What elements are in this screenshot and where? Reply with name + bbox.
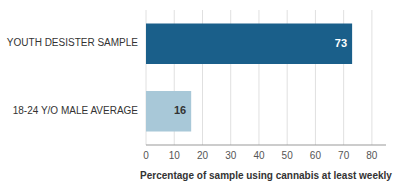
data-label: 73 [335, 37, 347, 49]
grid-line [371, 10, 372, 145]
data-label: 16 [174, 104, 186, 116]
tick-label: 30 [225, 150, 237, 161]
category-label: 18-24 Y/O MALE AVERAGE [13, 105, 139, 116]
tick-label: 70 [338, 150, 350, 161]
tick-label: 10 [169, 150, 181, 161]
x-axis-label: Percentage of sample using cannabis at l… [140, 170, 392, 181]
tick-label: 20 [197, 150, 209, 161]
bar [146, 24, 352, 65]
x-axis-line [146, 145, 386, 146]
tick-label: 0 [143, 150, 149, 161]
bar [146, 91, 191, 132]
tick-label: 50 [282, 150, 294, 161]
chart: 18-24 Y/O MALE AVERAGE YOUTH DESISTER SAM… [0, 0, 400, 187]
bars [146, 24, 352, 132]
tick-label: 80 [366, 150, 378, 161]
tick-label: 40 [253, 150, 265, 161]
category-label: YOUTH DESISTER SAMPLE [7, 37, 138, 48]
tick-label: 60 [310, 150, 322, 161]
